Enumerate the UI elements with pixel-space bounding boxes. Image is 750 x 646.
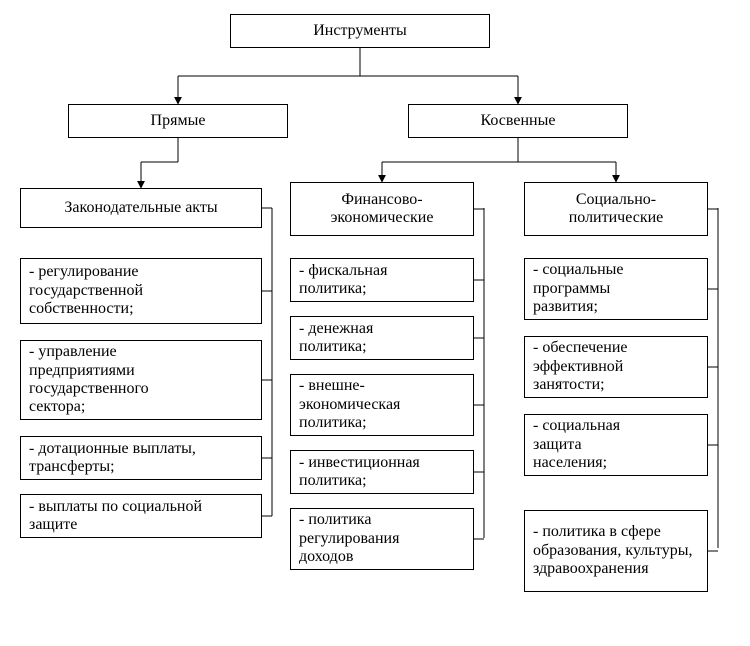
node-leg1: - регулирование государственной собствен… <box>20 258 262 324</box>
node-fin1: - фискальная политика; <box>290 258 474 302</box>
node-fin4: - инвестиционная политика; <box>290 450 474 494</box>
node-soc_hdr: Социально- политические <box>524 182 708 236</box>
node-fin3-label: - внешне- экономическая политика; <box>299 377 400 432</box>
node-direct-label: Прямые <box>151 112 206 130</box>
node-fin2-label: - денежная политика; <box>299 320 373 357</box>
node-fin3: - внешне- экономическая политика; <box>290 374 474 436</box>
node-soc4: - политика в сфере образования, культуры… <box>524 510 708 592</box>
node-soc3-label: - социальная защита населения; <box>533 417 620 472</box>
node-leg_hdr-label: Законодательные акты <box>64 199 217 217</box>
node-soc1-label: - социальные программы развития; <box>533 261 624 316</box>
node-direct: Прямые <box>68 104 288 138</box>
node-soc2: - обеспечение эффективной занятости; <box>524 336 708 398</box>
node-leg2-label: - управление предприятиями государственн… <box>29 343 149 417</box>
node-leg4-label: - выплаты по социальной защите <box>29 498 202 535</box>
diagram-stage: Инструменты Прямые Косвенные Законодательны… <box>0 0 750 646</box>
node-leg2: - управление предприятиями государственн… <box>20 340 262 420</box>
node-fin_hdr-label: Финансово- экономические <box>331 191 434 228</box>
node-fin1-label: - фискальная политика; <box>299 262 387 299</box>
node-soc3: - социальная защита населения; <box>524 414 708 476</box>
node-fin_hdr: Финансово- экономические <box>290 182 474 236</box>
node-soc2-label: - обеспечение эффективной занятости; <box>533 339 628 394</box>
node-fin4-label: - инвестиционная политика; <box>299 454 420 491</box>
node-indirect-label: Косвенные <box>481 112 556 130</box>
node-leg_hdr: Законодательные акты <box>20 188 262 228</box>
node-fin2: - денежная политика; <box>290 316 474 360</box>
node-soc1: - социальные программы развития; <box>524 258 708 320</box>
node-fin5-label: - политика регулирования доходов <box>299 511 399 566</box>
node-indirect: Косвенные <box>408 104 628 138</box>
node-leg3: - дотационные выплаты, трансферты; <box>20 436 262 480</box>
node-leg1-label: - регулирование государственной собствен… <box>29 263 143 318</box>
node-soc_hdr-label: Социально- политические <box>569 191 664 228</box>
node-leg4: - выплаты по социальной защите <box>20 494 262 538</box>
node-fin5: - политика регулирования доходов <box>290 508 474 570</box>
node-root-label: Инструменты <box>313 22 407 40</box>
node-root: Инструменты <box>230 14 490 48</box>
node-soc4-label: - политика в сфере образования, культуры… <box>533 523 692 578</box>
node-leg3-label: - дотационные выплаты, трансферты; <box>29 440 196 477</box>
